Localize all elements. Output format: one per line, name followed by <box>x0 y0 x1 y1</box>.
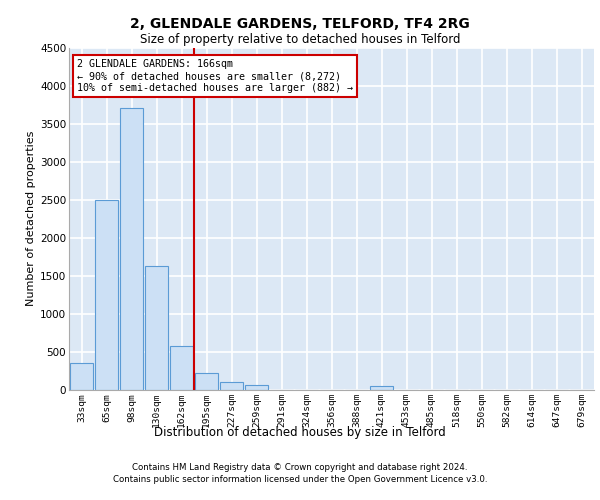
Text: Distribution of detached houses by size in Telford: Distribution of detached houses by size … <box>154 426 446 439</box>
Bar <box>370 386 393 390</box>
Text: Contains public sector information licensed under the Open Government Licence v3: Contains public sector information licen… <box>113 475 487 484</box>
Bar <box>120 108 143 390</box>
Bar <box>145 266 168 390</box>
Bar <box>245 386 268 390</box>
Y-axis label: Number of detached properties: Number of detached properties <box>26 131 36 306</box>
Text: Size of property relative to detached houses in Telford: Size of property relative to detached ho… <box>140 32 460 46</box>
Text: 2 GLENDALE GARDENS: 166sqm
← 90% of detached houses are smaller (8,272)
10% of s: 2 GLENDALE GARDENS: 166sqm ← 90% of deta… <box>77 60 353 92</box>
Bar <box>195 373 218 390</box>
Bar <box>95 200 118 390</box>
Text: Contains HM Land Registry data © Crown copyright and database right 2024.: Contains HM Land Registry data © Crown c… <box>132 464 468 472</box>
Text: 2, GLENDALE GARDENS, TELFORD, TF4 2RG: 2, GLENDALE GARDENS, TELFORD, TF4 2RG <box>130 18 470 32</box>
Bar <box>70 364 93 390</box>
Bar <box>170 346 193 390</box>
Bar <box>220 382 243 390</box>
